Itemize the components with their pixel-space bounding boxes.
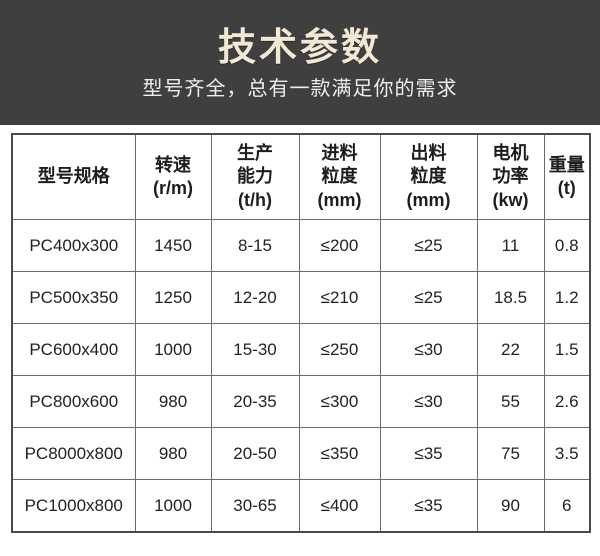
cell-weight: 1.2 — [543, 271, 591, 324]
cell-model: PC400x300 — [11, 219, 136, 272]
cell-feed-size: ≤250 — [298, 323, 381, 376]
table-row: PC1000x800 1000 30-65 ≤400 ≤35 90 6 — [11, 479, 591, 533]
table-row: PC8000x800 980 20-50 ≤350 ≤35 75 3.5 — [11, 427, 591, 480]
cell-output-size: ≤30 — [379, 375, 478, 428]
column-header-speed: 转速 (r/m) — [134, 133, 212, 220]
column-header-motor-power: 电机 功率 (kw) — [476, 133, 545, 220]
cell-feed-size: ≤350 — [298, 427, 381, 480]
cell-capacity: 15-30 — [210, 323, 300, 376]
cell-output-size: ≤25 — [379, 219, 478, 272]
cell-capacity: 30-65 — [210, 479, 300, 533]
cell-weight: 1.5 — [543, 323, 591, 376]
cell-speed: 1250 — [134, 271, 212, 324]
cell-motor-power: 18.5 — [476, 271, 545, 324]
cell-feed-size: ≤400 — [298, 479, 381, 533]
cell-model: PC1000x800 — [11, 479, 136, 533]
specs-table: 型号规格 转速 (r/m) 生产 能力 (t/h) 进料 粒度 (mm) 出料 粒度 (mm) 电机 功率… — [11, 133, 591, 533]
specs-table-container: 型号规格 转速 (r/m) 生产 能力 (t/h) 进料 粒度 (mm) 出料 粒度 (mm) 电机 功率… — [11, 133, 591, 533]
column-header-weight: 重量 (t) — [543, 133, 591, 220]
table-row: PC600x400 1000 15-30 ≤250 ≤30 22 1.5 — [11, 323, 591, 376]
cell-feed-size: ≤300 — [298, 375, 381, 428]
cell-feed-size: ≤200 — [298, 219, 381, 272]
cell-motor-power: 55 — [476, 375, 545, 428]
cell-speed: 1450 — [134, 219, 212, 272]
cell-model: PC500x350 — [11, 271, 136, 324]
cell-output-size: ≤35 — [379, 427, 478, 480]
cell-output-size: ≤30 — [379, 323, 478, 376]
banner: 技术参数 型号齐全，总有一款满足你的需求 — [0, 0, 600, 125]
page-title: 技术参数 — [217, 26, 382, 69]
column-header-feed-size: 进料 粒度 (mm) — [298, 133, 381, 220]
cell-capacity: 20-50 — [210, 427, 300, 480]
header-row: 型号规格 转速 (r/m) 生产 能力 (t/h) 进料 粒度 (mm) 出料 粒度 (mm) 电机 功率… — [11, 133, 591, 220]
cell-output-size: ≤25 — [379, 271, 478, 324]
cell-motor-power: 11 — [476, 219, 545, 272]
cell-weight: 0.8 — [543, 219, 591, 272]
cell-motor-power: 22 — [476, 323, 545, 376]
cell-output-size: ≤35 — [379, 479, 478, 533]
cell-motor-power: 90 — [476, 479, 545, 533]
cell-speed: 1000 — [134, 323, 212, 376]
specs-table-body: PC400x300 1450 8-15 ≤200 ≤25 11 0.8 PC500x350 12… — [11, 219, 591, 533]
cell-weight: 2.6 — [543, 375, 591, 428]
cell-model: PC600x400 — [11, 323, 136, 376]
column-header-capacity: 生产 能力 (t/h) — [210, 133, 300, 220]
cell-feed-size: ≤210 — [298, 271, 381, 324]
table-row: PC500x350 1250 12-20 ≤210 ≤25 18.5 1.2 — [11, 271, 591, 324]
cell-speed: 980 — [134, 375, 212, 428]
cell-motor-power: 75 — [476, 427, 545, 480]
cell-capacity: 8-15 — [210, 219, 300, 272]
cell-capacity: 12-20 — [210, 271, 300, 324]
table-row: PC800x600 980 20-35 ≤300 ≤30 55 2.6 — [11, 375, 591, 428]
cell-speed: 1000 — [134, 479, 212, 533]
table-row: PC400x300 1450 8-15 ≤200 ≤25 11 0.8 — [11, 219, 591, 272]
cell-speed: 980 — [134, 427, 212, 480]
cell-weight: 6 — [543, 479, 591, 533]
cell-model: PC8000x800 — [11, 427, 136, 480]
specs-table-head: 型号规格 转速 (r/m) 生产 能力 (t/h) 进料 粒度 (mm) 出料 粒度 (mm) 电机 功率… — [11, 133, 591, 220]
page-subtitle: 型号齐全，总有一款满足你的需求 — [142, 77, 458, 100]
cell-model: PC800x600 — [11, 375, 136, 428]
column-header-output-size: 出料 粒度 (mm) — [379, 133, 478, 220]
cell-weight: 3.5 — [543, 427, 591, 480]
column-header-model: 型号规格 — [11, 133, 136, 220]
cell-capacity: 20-35 — [210, 375, 300, 428]
